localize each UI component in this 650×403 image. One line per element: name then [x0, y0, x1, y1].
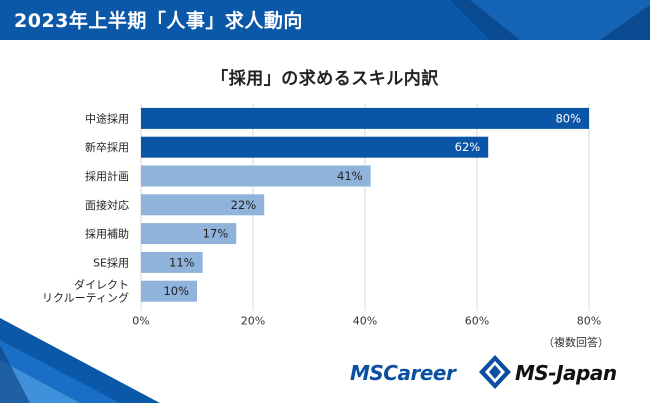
bar: [141, 251, 203, 273]
category-label: 採用補助: [85, 227, 129, 241]
x-tick-label: 60%: [465, 315, 489, 328]
x-tick-label: 20%: [241, 315, 265, 328]
chart-title: 「採用」の求めるスキル内訳: [211, 69, 439, 89]
bar: [141, 223, 237, 245]
data-label: 80%: [555, 111, 581, 125]
category-label: 採用計画: [85, 169, 129, 183]
ms-japan-logo: MS-Japan: [515, 361, 617, 385]
category-label: 新卒採用: [85, 140, 129, 154]
page-title: 2023年上半期「人事」求人動向: [14, 10, 303, 32]
bar: [141, 280, 197, 302]
data-label: 10%: [163, 284, 189, 298]
x-tick-label: 40%: [353, 315, 377, 328]
ms-japan-emblem-icon: [479, 355, 511, 389]
x-tick-label: 0%: [132, 315, 149, 328]
category-label: 中途採用: [85, 111, 129, 125]
category-label: ダイレクトリクルーティング: [42, 278, 129, 305]
x-tick-label: 80%: [577, 315, 601, 328]
mscareer-logo: MSCareer: [350, 361, 456, 385]
logo-area: MSCareer MS-Japan: [340, 352, 640, 392]
bar: [141, 136, 489, 158]
data-label: 17%: [203, 227, 229, 241]
bar: [141, 194, 265, 216]
multiple-answer-note: （複数回答）: [543, 336, 609, 349]
category-label: SE採用: [93, 255, 129, 269]
category-label: 面接対応: [85, 198, 129, 212]
data-label: 11%: [169, 255, 195, 269]
data-label: 62%: [455, 140, 481, 154]
data-label: 22%: [231, 198, 257, 212]
bar: [141, 107, 589, 129]
bar: [141, 165, 371, 187]
data-label: 41%: [337, 169, 363, 183]
